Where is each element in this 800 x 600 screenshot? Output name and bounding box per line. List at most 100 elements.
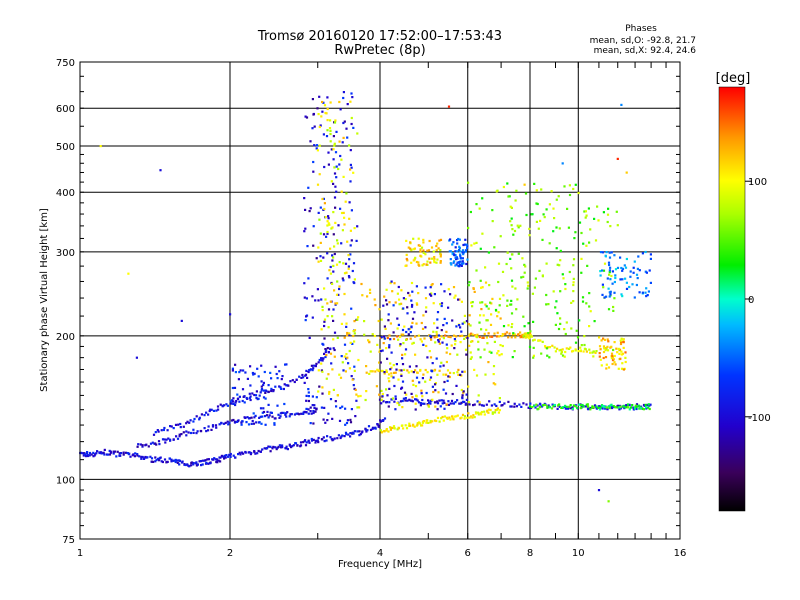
data-point <box>618 408 621 411</box>
data-point <box>491 220 494 223</box>
data-point <box>405 338 408 341</box>
data-point <box>386 336 389 340</box>
data-point <box>379 361 382 364</box>
data-point <box>436 258 439 261</box>
data-point <box>489 335 492 338</box>
data-point <box>436 408 439 411</box>
data-point <box>447 335 450 338</box>
data-point <box>579 349 582 352</box>
data-point <box>413 311 416 314</box>
data-point <box>517 252 520 255</box>
data-point <box>510 336 513 339</box>
data-point <box>558 227 561 230</box>
data-point <box>591 406 594 409</box>
data-point <box>550 407 554 410</box>
data-point <box>398 303 401 306</box>
data-point <box>578 319 581 322</box>
data-point <box>367 339 370 342</box>
data-point <box>625 257 628 261</box>
data-point <box>216 405 220 408</box>
data-point <box>611 354 614 357</box>
data-point <box>295 378 298 381</box>
data-point <box>310 364 313 367</box>
data-point <box>237 378 240 381</box>
data-point <box>307 412 310 415</box>
data-point <box>349 253 352 256</box>
data-point <box>467 412 470 415</box>
data-point <box>378 398 382 401</box>
data-point <box>506 182 509 185</box>
data-point <box>387 373 391 376</box>
data-point <box>427 249 431 252</box>
data-point <box>348 217 351 220</box>
data-point <box>553 346 556 349</box>
data-point <box>459 250 462 253</box>
data-point <box>90 453 93 456</box>
data-point <box>610 274 613 278</box>
data-point <box>523 263 526 266</box>
data-point <box>493 403 496 406</box>
data-point <box>228 421 231 424</box>
data-point <box>380 336 383 339</box>
data-point <box>425 263 428 266</box>
data-point <box>517 333 520 336</box>
data-point <box>215 458 219 461</box>
data-point <box>623 264 626 267</box>
data-point <box>606 349 610 352</box>
data-point <box>348 367 351 370</box>
data-point <box>425 419 428 422</box>
data-point <box>390 366 393 369</box>
data-point <box>424 326 427 329</box>
data-point <box>378 361 381 364</box>
data-point <box>280 411 283 414</box>
data-point <box>216 459 219 462</box>
data-point <box>593 320 596 323</box>
data-point <box>624 356 627 359</box>
data-point <box>307 408 310 411</box>
data-point <box>481 232 484 235</box>
data-point <box>465 320 468 323</box>
data-point <box>349 168 352 171</box>
data-point <box>453 254 456 257</box>
data-point <box>431 420 434 423</box>
data-point <box>610 251 613 254</box>
data-point <box>293 380 296 384</box>
data-point <box>498 354 501 357</box>
data-point <box>102 451 105 454</box>
data-point <box>326 277 329 280</box>
data-point <box>269 371 272 374</box>
data-point <box>221 404 224 407</box>
data-point <box>262 396 266 399</box>
data-point <box>390 375 393 378</box>
data-point <box>229 455 232 458</box>
data-point <box>647 290 650 293</box>
data-point <box>400 374 403 377</box>
data-point <box>477 348 480 351</box>
data-point <box>563 185 566 188</box>
data-point <box>335 130 338 133</box>
data-point <box>604 255 607 258</box>
data-point <box>482 314 485 317</box>
data-point <box>439 255 442 258</box>
data-point <box>426 403 429 406</box>
data-point <box>238 395 241 398</box>
data-point <box>335 176 338 179</box>
data-point <box>265 414 269 417</box>
data-point <box>353 320 356 323</box>
data-point <box>356 318 359 321</box>
data-point <box>348 276 351 279</box>
data-point <box>320 406 323 409</box>
data-point <box>444 373 448 376</box>
data-point <box>385 303 389 306</box>
data-point <box>234 371 237 374</box>
data-point <box>159 169 162 172</box>
data-point <box>210 408 213 411</box>
data-point <box>346 356 349 359</box>
data-point <box>449 352 452 356</box>
data-point <box>637 255 640 258</box>
data-point <box>402 427 405 430</box>
data-point <box>477 394 480 397</box>
data-point <box>577 350 580 353</box>
data-point <box>411 396 414 399</box>
data-point <box>232 402 235 405</box>
